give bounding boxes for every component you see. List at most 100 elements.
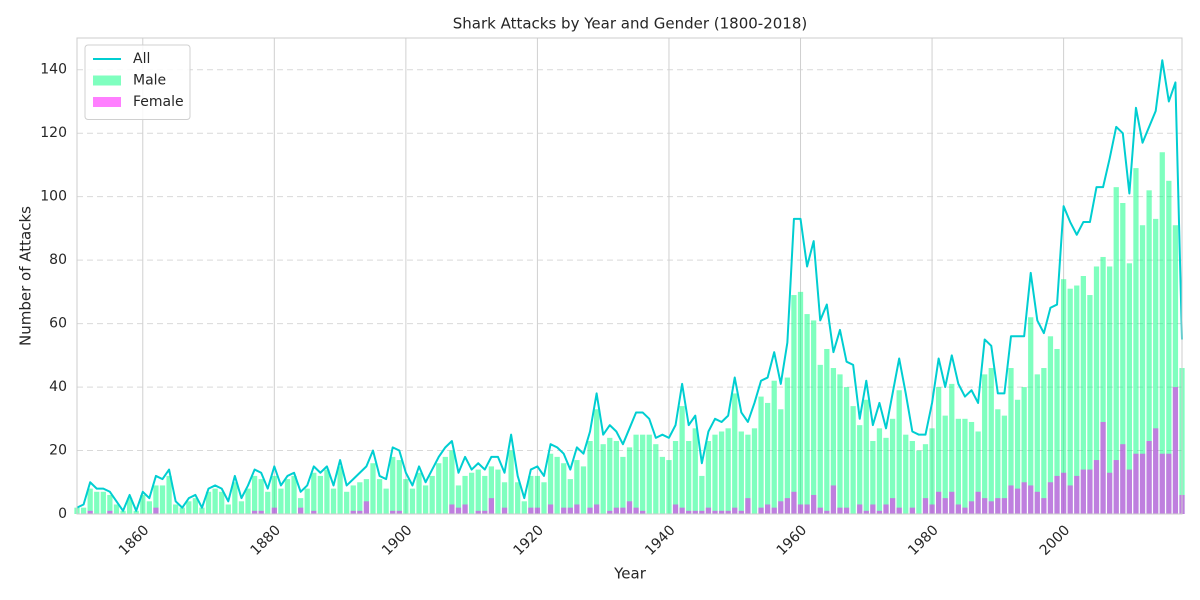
bar	[1008, 368, 1014, 514]
bar	[258, 479, 264, 514]
bar	[455, 507, 462, 514]
bar	[561, 507, 567, 514]
bar	[199, 507, 205, 514]
bar	[278, 488, 284, 514]
bar	[107, 494, 113, 514]
bar	[159, 485, 166, 514]
bar	[817, 507, 823, 514]
bar	[567, 479, 573, 514]
bar	[1093, 460, 1100, 514]
bar	[679, 507, 685, 514]
bar	[166, 475, 172, 514]
bar	[811, 320, 817, 514]
bar	[896, 390, 902, 514]
bar	[1172, 387, 1179, 514]
bar	[501, 507, 508, 514]
bar	[232, 482, 238, 514]
bar	[1047, 336, 1054, 514]
bar	[936, 491, 942, 514]
bar	[613, 507, 619, 514]
bar	[613, 441, 619, 514]
bar	[291, 475, 297, 514]
bar	[949, 491, 955, 514]
bar	[982, 374, 988, 514]
bar	[771, 507, 777, 514]
bar	[284, 479, 291, 514]
bar	[732, 393, 738, 514]
bar	[1146, 441, 1152, 514]
bar	[1008, 485, 1014, 514]
bar	[521, 501, 527, 514]
bar	[501, 482, 508, 514]
legend-swatch	[93, 75, 121, 86]
bar	[653, 444, 659, 514]
bar	[1126, 263, 1133, 514]
bar	[1054, 475, 1060, 514]
bar	[370, 463, 376, 514]
bar	[488, 466, 495, 514]
bar	[995, 498, 1001, 514]
bar	[955, 504, 961, 514]
bar	[554, 456, 560, 514]
bar	[541, 482, 547, 514]
bar	[1080, 276, 1086, 514]
bar	[968, 421, 975, 514]
line	[76, 59, 1183, 512]
legend-swatch	[93, 97, 121, 107]
bar	[1021, 387, 1027, 514]
bar	[1100, 256, 1106, 514]
bar	[1146, 190, 1152, 514]
bar	[791, 491, 797, 514]
bar	[1041, 498, 1047, 514]
bar	[1087, 295, 1093, 514]
bar	[561, 463, 567, 514]
bar	[804, 504, 810, 514]
bar	[100, 491, 106, 514]
bar	[633, 507, 639, 514]
bar	[672, 504, 679, 514]
bar	[245, 488, 251, 514]
bar	[94, 491, 100, 514]
bar	[390, 456, 396, 514]
bar	[1067, 288, 1073, 514]
bar	[982, 498, 988, 514]
bar	[515, 482, 521, 514]
x-tick-label: 1900	[379, 522, 416, 559]
bar	[1034, 374, 1040, 514]
bar	[791, 295, 797, 514]
bar	[784, 498, 790, 514]
bar	[1159, 152, 1165, 515]
bar	[330, 488, 337, 514]
bar	[870, 441, 876, 514]
bar	[837, 507, 843, 514]
bar	[640, 434, 646, 514]
bar	[936, 387, 942, 514]
bar	[1014, 399, 1021, 514]
bar	[475, 510, 481, 514]
bar	[797, 291, 804, 514]
bar	[449, 450, 455, 514]
bar	[672, 441, 679, 514]
bar	[718, 510, 725, 514]
legend-label: Female	[133, 94, 184, 110]
bar	[620, 456, 626, 514]
bar	[1166, 453, 1172, 514]
bar	[1153, 428, 1159, 514]
bar	[1113, 187, 1119, 514]
bar	[883, 437, 889, 514]
bar	[857, 425, 863, 514]
y-tick-label: 80	[49, 252, 67, 268]
bar	[383, 488, 389, 514]
x-tick-label: 1940	[642, 522, 679, 559]
bar	[311, 510, 317, 514]
bar	[988, 501, 994, 514]
bar	[929, 504, 935, 514]
bar	[909, 441, 915, 514]
bar	[482, 510, 488, 514]
bar	[179, 507, 185, 514]
bar	[705, 441, 712, 514]
bar	[298, 507, 304, 514]
bar	[824, 348, 830, 514]
bar	[1172, 225, 1179, 514]
bar	[843, 507, 850, 514]
